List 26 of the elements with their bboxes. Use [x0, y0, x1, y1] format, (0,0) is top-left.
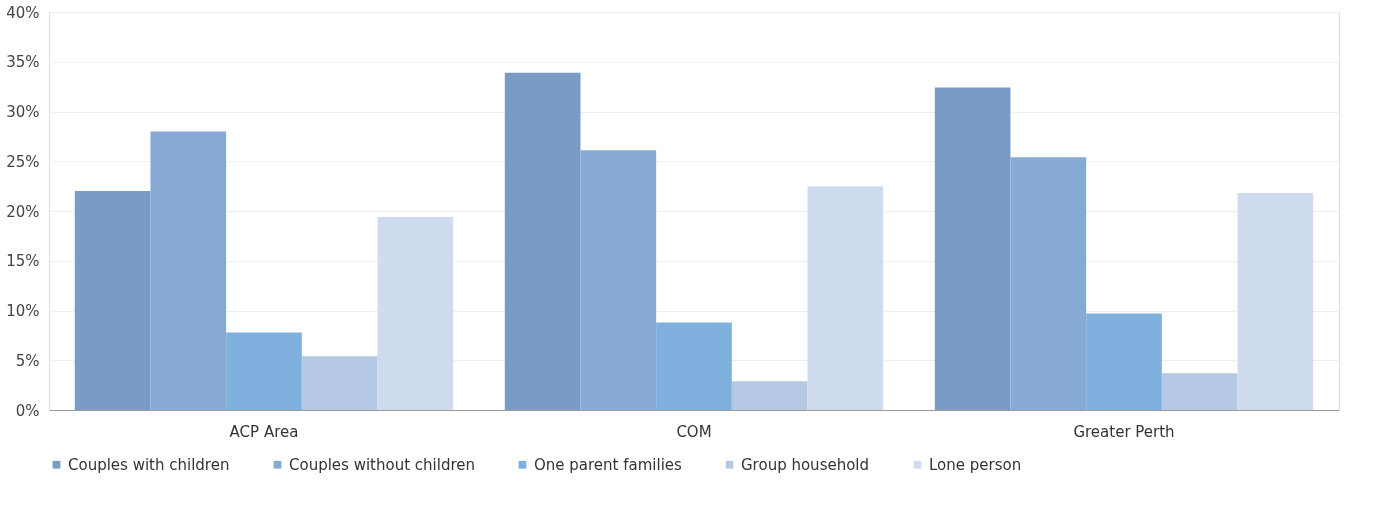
y-tick-label: 10%	[6, 302, 40, 320]
y-tick-label: 40%	[6, 3, 40, 22]
bar	[934, 87, 1011, 410]
y-tick-label: 0%	[15, 401, 40, 420]
x-tick-label: ACP Area	[229, 422, 299, 441]
bar	[1161, 373, 1238, 410]
legend-label: One parent families	[534, 455, 683, 474]
bar	[1237, 193, 1314, 410]
y-tick-label: 15%	[6, 252, 40, 271]
y-tick-label: 35%	[6, 53, 40, 72]
y-tick-label: 30%	[6, 103, 40, 121]
bar	[377, 216, 454, 410]
y-tick-label: 5%	[15, 351, 40, 370]
legend-label: Couples with children	[68, 455, 230, 474]
x-tick-label: COM	[676, 422, 712, 441]
bar	[504, 72, 581, 410]
legend-label: Lone person	[929, 455, 1022, 474]
bar	[74, 191, 151, 410]
y-tick-label: 20%	[6, 202, 40, 221]
legend-label: Group household	[741, 455, 870, 474]
x-tick-label: Greater Perth	[1073, 422, 1175, 441]
legend-label: Couples without children	[289, 455, 475, 474]
bar	[731, 381, 808, 410]
bar	[301, 356, 378, 410]
y-tick-label: 25%	[6, 152, 40, 171]
bar	[807, 186, 884, 410]
